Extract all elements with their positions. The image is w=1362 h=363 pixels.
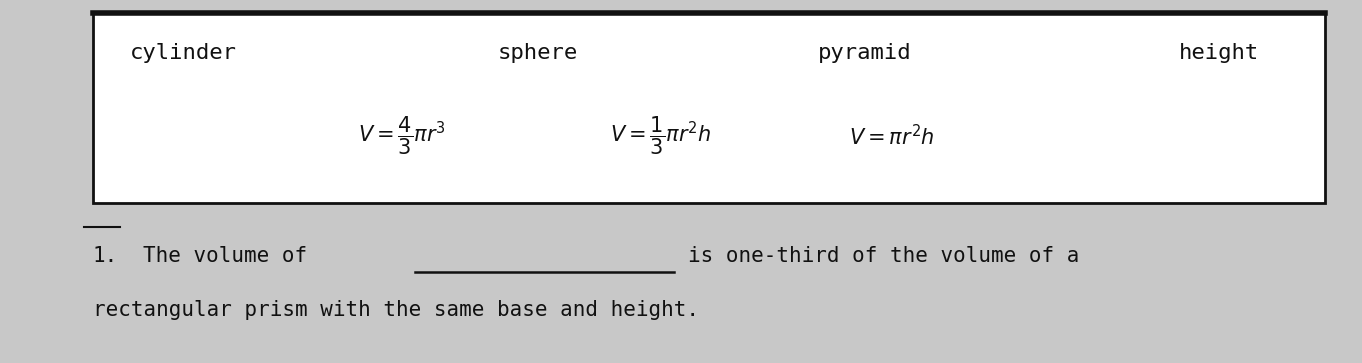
Text: cylinder: cylinder [131,42,237,63]
Text: height: height [1179,42,1258,63]
Text: sphere: sphere [498,42,577,63]
Text: $V= \pi r^2 h$: $V= \pi r^2 h$ [850,123,934,149]
FancyBboxPatch shape [93,13,1325,203]
Text: The volume of: The volume of [143,246,308,266]
Text: 1.: 1. [93,246,118,266]
Text: rectangular prism with the same base and height.: rectangular prism with the same base and… [93,300,699,321]
Text: $V = \dfrac{1}{3}\pi r^2 h$: $V = \dfrac{1}{3}\pi r^2 h$ [610,115,711,158]
Text: $V = \dfrac{4}{3}\pi r^3$: $V = \dfrac{4}{3}\pi r^3$ [358,115,445,158]
Text: pyramid: pyramid [819,42,911,63]
Text: is one-third of the volume of a: is one-third of the volume of a [688,246,1079,266]
